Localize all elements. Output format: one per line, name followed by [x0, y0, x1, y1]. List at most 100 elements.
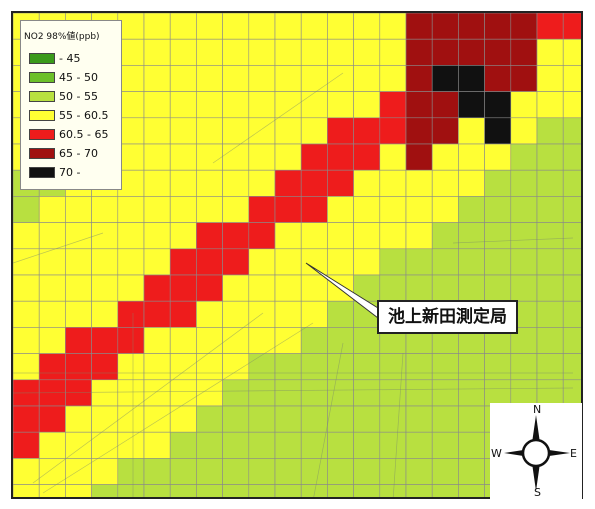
grid-cell: [38, 458, 66, 485]
grid-cell: [405, 196, 433, 223]
grid-cell: [13, 300, 40, 328]
legend-swatch: [29, 167, 55, 178]
grid-cell: [274, 65, 302, 92]
legend-label: 70 -: [59, 166, 81, 179]
grid-cell: [248, 431, 276, 459]
grid-cell: [169, 196, 197, 223]
grid-cell: [13, 484, 40, 497]
map-line: [13, 387, 574, 394]
grid-cell: [196, 379, 223, 407]
grid-cell: [222, 117, 250, 145]
grid-cell: [300, 431, 328, 459]
grid-cell: [353, 458, 381, 485]
grid-cell: [169, 143, 197, 171]
grid-cell: [248, 143, 276, 171]
grid-cell: [143, 484, 171, 497]
grid-cell: [510, 379, 538, 407]
grid-cell: [274, 196, 302, 223]
map-line: [32, 312, 264, 484]
grid-cell: [300, 353, 328, 381]
grid-cell: [431, 13, 459, 40]
compass-rose-icon: [504, 415, 570, 491]
grid-cell: [248, 405, 276, 433]
grid-cell: [65, 274, 92, 302]
grid-cell: [143, 274, 171, 302]
grid-cell: [222, 65, 250, 92]
grid-cell: [274, 327, 302, 354]
grid-cell: [274, 300, 302, 328]
grid-cell: [13, 196, 40, 223]
grid-cell: [379, 405, 407, 433]
grid-cell: [484, 143, 512, 171]
grid-cell: [222, 405, 250, 433]
compass-west: W: [491, 447, 502, 460]
map-line: [212, 72, 344, 164]
grid-cell: [248, 196, 276, 223]
grid-cell: [38, 196, 66, 223]
grid-cell: [38, 484, 66, 497]
grid-cell: [405, 248, 433, 276]
grid-cell: [169, 327, 197, 354]
grid-cell: [300, 196, 328, 223]
grid-cell: [484, 274, 512, 302]
grid-cell: [196, 38, 223, 66]
grid-cell: [300, 91, 328, 119]
grid-cell: [143, 353, 171, 381]
grid-cell: [484, 353, 512, 381]
grid-cell: [300, 405, 328, 433]
grid-cell: [300, 458, 328, 485]
legend-swatch: [29, 129, 55, 140]
grid-cell: [65, 379, 92, 407]
grid-cell: [431, 38, 459, 66]
grid-cell: [379, 38, 407, 66]
grid-cell: [222, 353, 250, 381]
grid-cell: [458, 38, 485, 66]
grid-cell: [379, 13, 407, 40]
grid-cell: [458, 13, 485, 40]
grid-cell: [327, 13, 354, 40]
legend: NO2 98%値(ppb) - 45 45 - 50 50 - 55 55 - …: [20, 20, 122, 190]
grid-cell: [196, 65, 223, 92]
map-line: [313, 342, 344, 497]
grid-cell: [405, 484, 433, 497]
legend-swatch: [29, 91, 55, 102]
grid-cell: [353, 353, 381, 381]
grid-cell: [484, 379, 512, 407]
grid-cell: [169, 353, 197, 381]
grid-cell: [248, 91, 276, 119]
grid-cell: [353, 91, 381, 119]
grid-cell: [405, 405, 433, 433]
grid-cell: [65, 353, 92, 381]
grid-cell: [431, 405, 459, 433]
grid-cell: [91, 274, 119, 302]
grid-cell: [536, 222, 564, 250]
grid-cell: [117, 300, 145, 328]
grid-cell: [458, 431, 485, 459]
grid-cell: [300, 222, 328, 250]
grid-cell: [379, 169, 407, 197]
grid-cell: [327, 91, 354, 119]
grid-cell: [431, 91, 459, 119]
grid-cell: [117, 431, 145, 459]
grid-cell: [196, 405, 223, 433]
grid-cell: [117, 458, 145, 485]
grid-cell: [117, 248, 145, 276]
compass-south: S: [534, 486, 541, 499]
grid-cell: [274, 484, 302, 497]
compass-east: E: [570, 447, 577, 460]
grid-cell: [13, 458, 40, 485]
grid-cell: [143, 196, 171, 223]
grid-cell: [248, 117, 276, 145]
grid-cell: [300, 379, 328, 407]
grid-cell: [91, 327, 119, 354]
legend-swatch: [29, 110, 55, 121]
grid-cell: [196, 248, 223, 276]
grid-cell: [91, 458, 119, 485]
grid-cell: [327, 169, 354, 197]
grid-cell: [458, 65, 485, 92]
grid-cell: [353, 38, 381, 66]
grid-cell: [196, 13, 223, 40]
grid-cell: [65, 431, 92, 459]
grid-cell: [431, 431, 459, 459]
grid-cell: [405, 13, 433, 40]
